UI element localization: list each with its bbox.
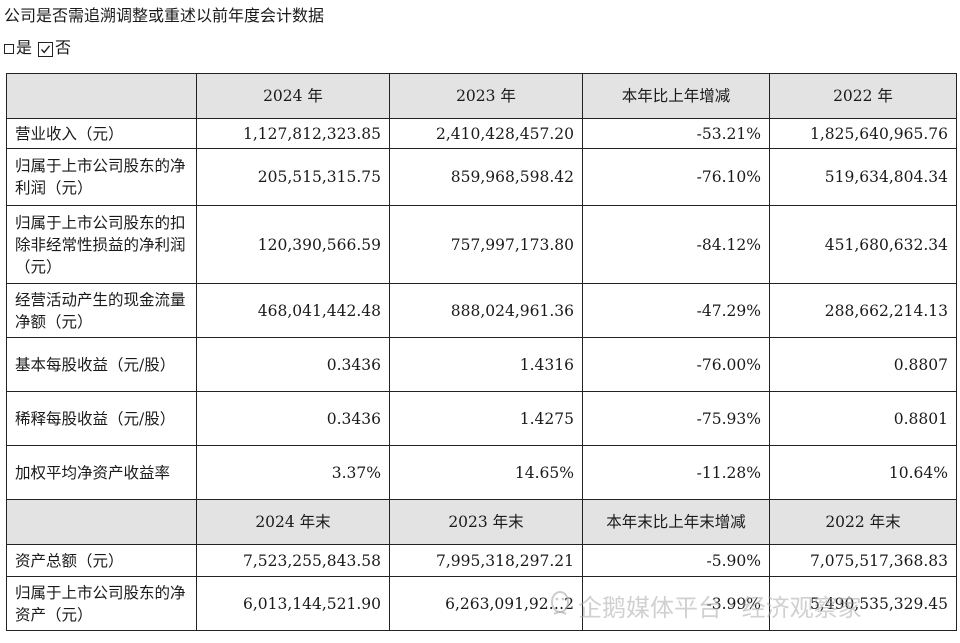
table-row: 归属于上市公司股东的扣除非经常性损益的净利润（元） 120,390,566.59… — [6, 205, 957, 284]
value-cell: 288,662,214.13 — [769, 283, 957, 338]
table-row: 归属于上市公司股东的净资产（元） 6,013,144,521.90 6,263,… — [6, 576, 957, 631]
table-row: 稀释每股收益（元/股） 0.3436 1.4275 -75.93% 0.8801 — [6, 391, 957, 446]
header-cell: 2022 年 — [769, 73, 957, 119]
header-cell: 2024 年末 — [196, 499, 390, 545]
table-row: 经营活动产生的现金流量净额（元） 468,041,442.48 888,024,… — [6, 283, 957, 338]
value-cell: 1,127,812,323.85 — [196, 118, 390, 149]
restatement-options: 是 否 — [4, 38, 71, 58]
value-cell: 1.4275 — [389, 391, 583, 446]
checkmark-icon — [41, 44, 51, 53]
header-cell: 2023 年 — [389, 73, 583, 119]
value-cell: -11.28% — [582, 445, 770, 500]
value-cell: 0.8807 — [769, 337, 957, 392]
header-cell: 2022 年末 — [769, 499, 957, 545]
value-cell: 5,490,535,329.45 — [769, 576, 957, 631]
row-label: 归属于上市公司股东的扣除非经常性损益的净利润（元） — [6, 205, 197, 284]
value-cell: 519,634,804.34 — [769, 148, 957, 206]
value-cell: -3.99% — [582, 576, 770, 631]
row-label: 经营活动产生的现金流量净额（元） — [6, 283, 197, 338]
value-cell: 120,390,566.59 — [196, 205, 390, 284]
value-cell: 0.3436 — [196, 337, 390, 392]
value-cell: 1.4316 — [389, 337, 583, 392]
value-cell: 1,825,640,965.76 — [769, 118, 957, 149]
yes-checkbox[interactable] — [4, 44, 14, 54]
value-cell: 468,041,442.48 — [196, 283, 390, 338]
value-cell: 0.3436 — [196, 391, 390, 446]
table-row: 归属于上市公司股东的净利润（元） 205,515,315.75 859,968,… — [6, 148, 957, 206]
header-blank-cell — [6, 73, 197, 119]
row-label: 稀释每股收益（元/股） — [6, 391, 197, 446]
table-row: 加权平均净资产收益率 3.37% 14.65% -11.28% 10.64% — [6, 445, 957, 500]
value-cell: 888,024,961.36 — [389, 283, 583, 338]
value-cell: -5.90% — [582, 544, 770, 577]
row-label: 加权平均净资产收益率 — [6, 445, 197, 500]
yes-label: 是 — [16, 38, 33, 57]
header-cell: 本年末比上年末增减 — [582, 499, 770, 545]
no-checkbox-checked[interactable] — [38, 41, 54, 57]
table-row: 营业收入（元） 1,127,812,323.85 2,410,428,457.2… — [6, 118, 957, 149]
header-blank-cell — [6, 499, 197, 545]
table-header-row: 2024 年 2023 年 本年比上年增减 2022 年 — [6, 73, 957, 119]
value-cell: 7,075,517,368.83 — [769, 544, 957, 577]
value-cell: 859,968,598.42 — [389, 148, 583, 206]
value-cell: -76.10% — [582, 148, 770, 206]
table-header-row: 2024 年末 2023 年末 本年末比上年末增减 2022 年末 — [6, 499, 957, 545]
value-cell: 7,995,318,297.21 — [389, 544, 583, 577]
value-cell: 7,523,255,843.58 — [196, 544, 390, 577]
table-row: 资产总额（元） 7,523,255,843.58 7,995,318,297.2… — [6, 544, 957, 577]
question-text: 公司是否需追溯调整或重述以前年度会计数据 — [4, 6, 325, 25]
header-cell: 本年比上年增减 — [582, 73, 770, 119]
value-cell: 6,263,091,92…2 — [389, 576, 583, 631]
financial-data-table: 2024 年 2023 年 本年比上年增减 2022 年 营业收入（元） 1,1… — [6, 73, 957, 631]
table-row: 基本每股收益（元/股） 0.3436 1.4316 -76.00% 0.8807 — [6, 337, 957, 392]
value-cell: 6,013,144,521.90 — [196, 576, 390, 631]
row-label: 归属于上市公司股东的净资产（元） — [6, 576, 197, 631]
header-cell: 2023 年末 — [389, 499, 583, 545]
value-cell: -76.00% — [582, 337, 770, 392]
value-cell: 205,515,315.75 — [196, 148, 390, 206]
value-cell: -47.29% — [582, 283, 770, 338]
value-cell: 10.64% — [769, 445, 957, 500]
value-cell: 2,410,428,457.20 — [389, 118, 583, 149]
value-cell: -53.21% — [582, 118, 770, 149]
value-cell: 0.8801 — [769, 391, 957, 446]
row-label: 归属于上市公司股东的净利润（元） — [6, 148, 197, 206]
row-label: 资产总额（元） — [6, 544, 197, 577]
value-cell: 451,680,632.34 — [769, 205, 957, 284]
value-cell: 14.65% — [389, 445, 583, 500]
value-cell: -75.93% — [582, 391, 770, 446]
value-cell: 757,997,173.80 — [389, 205, 583, 284]
row-label: 基本每股收益（元/股） — [6, 337, 197, 392]
value-cell: 3.37% — [196, 445, 390, 500]
header-cell: 2024 年 — [196, 73, 390, 119]
no-label: 否 — [55, 38, 72, 57]
row-label: 营业收入（元） — [6, 118, 197, 149]
value-cell: -84.12% — [582, 205, 770, 284]
